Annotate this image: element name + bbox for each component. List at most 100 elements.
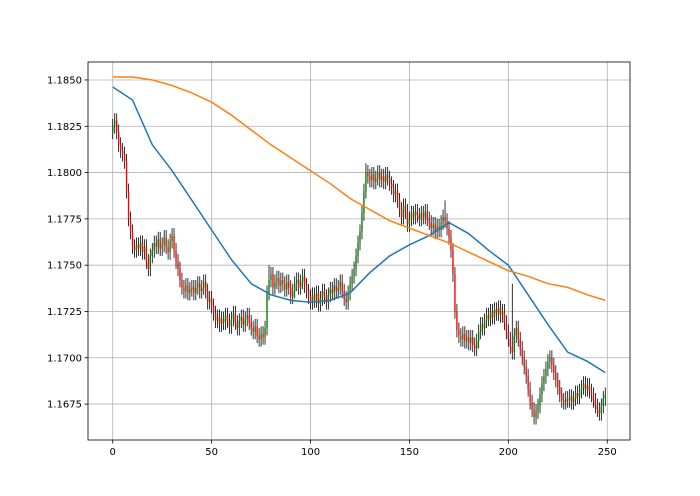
- candle-body: [426, 211, 428, 219]
- y-tick-label: 1.1850: [47, 75, 82, 86]
- candle-body: [561, 394, 563, 401]
- candle-body: [604, 394, 606, 399]
- candle-body: [381, 176, 383, 180]
- candle-body: [535, 411, 537, 418]
- candle-body: [325, 296, 328, 303]
- candle-body: [485, 315, 488, 321]
- candle-body: [491, 311, 494, 318]
- candle-body: [404, 205, 407, 212]
- candle-body: [201, 287, 203, 292]
- candle-body: [323, 291, 326, 297]
- candle-body: [238, 320, 241, 329]
- candle-body: [499, 307, 502, 316]
- candle-body: [539, 394, 541, 406]
- candle-body: [602, 398, 604, 406]
- candle-body: [143, 246, 146, 253]
- candle-body: [262, 333, 264, 338]
- candle-body: [175, 250, 177, 262]
- candle-body: [428, 218, 430, 223]
- candle-body: [375, 178, 377, 182]
- candle-body: [250, 322, 252, 329]
- candle-body: [570, 396, 573, 403]
- candle-body: [477, 331, 480, 342]
- candle-body: [280, 279, 282, 286]
- x-tick-label: 50: [205, 447, 218, 458]
- candle-body: [212, 305, 215, 314]
- candle-body: [203, 281, 205, 288]
- candle-body: [286, 281, 288, 290]
- candle-body: [305, 285, 308, 292]
- candle-body: [385, 174, 387, 182]
- candle-body: [119, 144, 122, 151]
- candle-body: [157, 239, 159, 247]
- candle-body: [594, 400, 597, 406]
- candle-body: [169, 241, 171, 253]
- candle-body: [541, 383, 543, 395]
- candle-body: [151, 250, 153, 256]
- candle-body: [315, 292, 318, 301]
- candle-body: [495, 309, 498, 314]
- candle-body: [521, 348, 523, 358]
- candle-body: [216, 317, 219, 321]
- candle-body: [199, 283, 201, 292]
- candle-body: [353, 268, 355, 277]
- candle-body: [337, 287, 339, 292]
- candle-body: [369, 176, 371, 180]
- candle-body: [115, 120, 118, 132]
- candle-body: [367, 172, 369, 177]
- candle-body: [438, 226, 440, 230]
- candle-body: [329, 289, 332, 295]
- candle-body: [565, 398, 567, 403]
- candle-body: [525, 367, 527, 377]
- candle-body: [159, 239, 161, 249]
- candle-body: [234, 313, 237, 323]
- candle-body: [523, 357, 525, 368]
- candle-body: [388, 178, 391, 184]
- candle-body: [210, 298, 213, 306]
- candle-body: [412, 213, 415, 218]
- candle-body: [462, 333, 464, 340]
- candle-body: [327, 294, 330, 303]
- candle-body: [214, 313, 217, 321]
- candle-body: [133, 246, 136, 251]
- y-tick-label: 1.1675: [47, 400, 82, 411]
- candle-body: [472, 337, 474, 345]
- candle-body: [566, 398, 569, 401]
- candle-body: [222, 318, 225, 323]
- candle-body: [400, 209, 403, 218]
- candle-body: [171, 235, 173, 242]
- candle-body: [537, 405, 539, 412]
- candle-body: [359, 231, 361, 243]
- candle-body: [468, 337, 470, 343]
- candle-body: [295, 279, 298, 284]
- candle-body: [218, 317, 221, 325]
- candle-body: [424, 211, 426, 218]
- candle-body: [236, 322, 239, 329]
- candle-body: [341, 281, 343, 292]
- candle-body: [278, 278, 280, 286]
- candle-body: [440, 222, 442, 230]
- candle-body: [549, 357, 551, 362]
- candle-body: [272, 274, 274, 288]
- candle-body: [531, 402, 533, 410]
- candle-body: [470, 337, 472, 343]
- candle-body: [543, 376, 545, 384]
- candle-body: [361, 213, 363, 232]
- y-tick-label: 1.1825: [47, 122, 82, 133]
- candle-body: [254, 326, 256, 332]
- candle-body: [246, 315, 248, 319]
- plot-area: [88, 62, 630, 440]
- x-tick-label: 200: [499, 447, 518, 458]
- candle-body: [244, 318, 246, 325]
- candle-body: [114, 120, 116, 127]
- candle-body: [422, 213, 424, 218]
- y-tick-label: 1.1750: [47, 261, 82, 272]
- candle-body: [288, 281, 290, 288]
- candle-body: [185, 285, 187, 292]
- candle-body: [430, 222, 432, 229]
- candle-body: [527, 376, 529, 390]
- candle-body: [396, 191, 399, 201]
- candle-body: [145, 246, 148, 262]
- candle-body: [155, 242, 157, 247]
